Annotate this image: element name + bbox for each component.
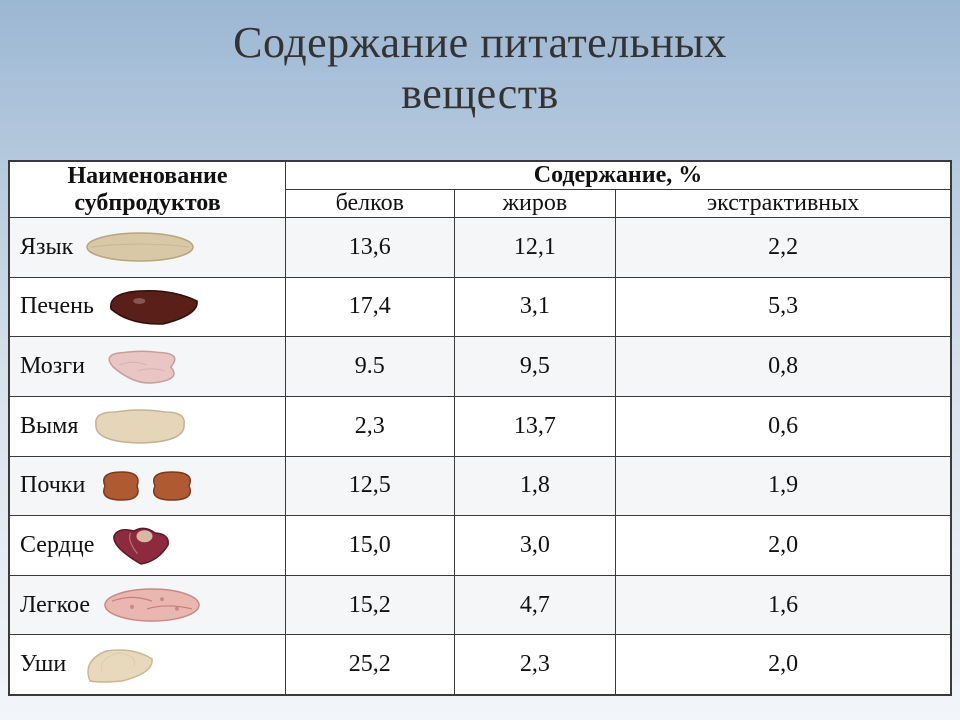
product-label: Вымя [20, 413, 78, 440]
ear-icon [78, 645, 158, 685]
cell-extract: 2,0 [616, 635, 951, 695]
cell-fats: 3,1 [454, 277, 616, 337]
cell-extract: 2,2 [616, 218, 951, 278]
tongue-icon [85, 231, 195, 263]
cell-fats: 13,7 [454, 396, 616, 456]
table-row: Почки 12,51,81,9 [10, 456, 951, 516]
page-title: Содержание питательных веществ [0, 0, 960, 119]
cell-proteins: 15,2 [286, 575, 455, 635]
product-label: Мозги [20, 353, 85, 380]
cell-extract: 1,6 [616, 575, 951, 635]
product-label: Легкое [20, 592, 90, 619]
cell-fats: 12,1 [454, 218, 616, 278]
cell-name: Уши [10, 635, 286, 695]
cell-name: Почки [10, 456, 286, 516]
nutrient-table-container: Наименование субпродуктов Содержание, % … [8, 160, 952, 696]
table-row: Язык 13,612,12,2 [10, 218, 951, 278]
cell-name: Сердце [10, 516, 286, 576]
cell-name: Язык [10, 218, 286, 278]
udder-icon [90, 406, 190, 446]
title-line-1: Содержание питательных [233, 18, 727, 67]
cell-proteins: 12,5 [286, 456, 455, 516]
table-row: Мозги 9.59,50,8 [10, 337, 951, 397]
cell-proteins: 17,4 [286, 277, 455, 337]
nutrient-table: Наименование субпродуктов Содержание, % … [9, 161, 951, 695]
title-line-2: веществ [401, 69, 559, 118]
cell-extract: 0,6 [616, 396, 951, 456]
cell-extract: 5,3 [616, 277, 951, 337]
cell-fats: 4,7 [454, 575, 616, 635]
header-name: Наименование субпродуктов [10, 162, 286, 218]
cell-name: Печень [10, 277, 286, 337]
cell-proteins: 25,2 [286, 635, 455, 695]
cell-fats: 2,3 [454, 635, 616, 695]
lung-icon [102, 586, 202, 624]
heart-icon [106, 523, 176, 567]
liver-icon [106, 287, 201, 327]
table-row: Уши 25,22,32,0 [10, 635, 951, 695]
subheader-fats: жиров [454, 190, 616, 218]
cell-proteins: 13,6 [286, 218, 455, 278]
table-row: Легкое 15,24,71,6 [10, 575, 951, 635]
table-row: Вымя 2,313,70,6 [10, 396, 951, 456]
table-row: Сердце 15,03,02,0 [10, 516, 951, 576]
cell-name: Мозги [10, 337, 286, 397]
product-label: Язык [20, 234, 73, 261]
brain-icon [97, 348, 187, 386]
product-label: Печень [20, 293, 94, 320]
product-label: Сердце [20, 532, 94, 559]
cell-extract: 2,0 [616, 516, 951, 576]
header-content: Содержание, % [286, 162, 951, 190]
cell-extract: 0,8 [616, 337, 951, 397]
cell-name: Легкое [10, 575, 286, 635]
table-row: Печень 17,43,15,3 [10, 277, 951, 337]
product-label: Уши [20, 651, 66, 678]
subheader-extract: экстрактивных [616, 190, 951, 218]
cell-proteins: 2,3 [286, 396, 455, 456]
cell-fats: 1,8 [454, 456, 616, 516]
table-body: Язык 13,612,12,2Печень 17,43,15,3Мозги 9… [10, 218, 951, 695]
cell-name: Вымя [10, 396, 286, 456]
cell-proteins: 15,0 [286, 516, 455, 576]
cell-fats: 3,0 [454, 516, 616, 576]
cell-extract: 1,9 [616, 456, 951, 516]
kidneys-icon [97, 468, 197, 504]
subheader-proteins: белков [286, 190, 455, 218]
cell-proteins: 9.5 [286, 337, 455, 397]
product-label: Почки [20, 472, 85, 499]
cell-fats: 9,5 [454, 337, 616, 397]
